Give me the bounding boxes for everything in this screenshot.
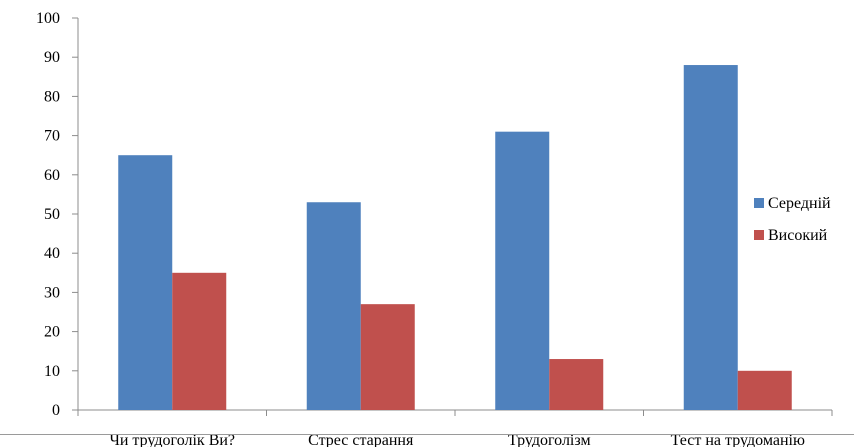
bar-vysokyi [172, 272, 227, 410]
y-tick-label: 90 [44, 49, 60, 66]
chart-bottom-border [0, 434, 854, 435]
category-labels: Чи трудоголік Ви? Стрес старання Трудоголі… [109, 432, 804, 447]
y-tick-label: 20 [44, 324, 60, 341]
legend-swatch [754, 198, 764, 208]
legend-label: Середній [768, 195, 831, 212]
bar-serednii [118, 155, 173, 410]
y-tick-label: 80 [44, 88, 60, 105]
bar-serednii [495, 131, 550, 410]
bar-serednii [306, 202, 361, 410]
y-tick-label: 0 [52, 402, 60, 419]
bar-vysokyi [360, 304, 415, 410]
y-tick-label: 40 [44, 245, 60, 262]
category-label: Тест на трудоманію [671, 432, 805, 447]
y-tick-label: 60 [44, 167, 60, 184]
x-axis [77, 409, 833, 416]
y-tick-label: 50 [44, 206, 60, 223]
y-tick-label: 70 [44, 128, 60, 145]
bar-serednii [683, 65, 738, 410]
bar-vysokyi [549, 359, 604, 410]
category-label: Трудоголізм [508, 432, 591, 447]
legend: Середній Високий [754, 195, 831, 244]
y-tick-label: 10 [44, 363, 60, 380]
bars [118, 65, 792, 410]
category-label: Чи трудоголік Ви? [109, 432, 235, 447]
category-label: Стрес старання [308, 432, 414, 447]
y-axis: 0 10 20 30 40 50 60 70 80 90 100 [36, 10, 79, 419]
legend-label: Високий [768, 227, 828, 244]
bar-vysokyi [737, 370, 792, 410]
y-tick-label: 30 [44, 284, 60, 301]
y-tick-label: 100 [36, 10, 60, 27]
legend-swatch [754, 230, 764, 240]
